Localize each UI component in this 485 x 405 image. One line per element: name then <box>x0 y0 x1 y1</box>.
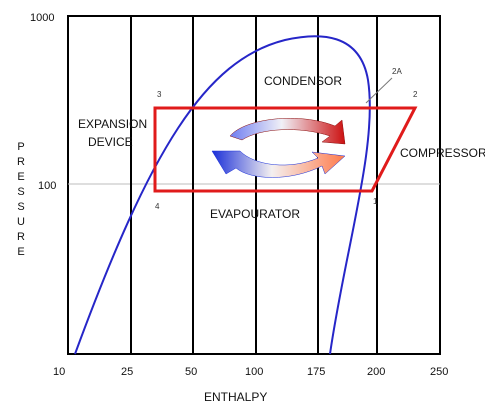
x-tick-200: 200 <box>367 366 385 378</box>
y-axis-letter: S <box>17 201 25 213</box>
cycle-arrows-icon <box>211 118 346 178</box>
y-axis-letter: R <box>17 156 25 168</box>
point-2a-leader <box>365 77 393 104</box>
x-tick-10: 10 <box>53 366 65 378</box>
point-2-label: 2 <box>413 90 418 99</box>
evaporator-label: EVAPOURATOR <box>210 207 300 221</box>
point-3-label: 3 <box>157 90 162 99</box>
x-tick-25: 25 <box>121 366 133 378</box>
refrigeration-cycle <box>153 106 418 193</box>
x-axis-label: ENTHALPY <box>204 390 267 404</box>
condensor-label: CONDENSOR <box>264 74 342 88</box>
y-axis-letter: E <box>17 246 25 258</box>
compressor-label: COMPRESSOR <box>400 146 485 160</box>
y-axis-letter: U <box>17 216 25 228</box>
point-4-label: 4 <box>155 202 160 211</box>
y-tick-100: 100 <box>38 180 56 192</box>
plot-frame <box>67 15 441 355</box>
y-axis-letter: P <box>17 141 25 153</box>
y-axis-letter: R <box>17 231 25 243</box>
y-tick-1000: 1000 <box>30 12 54 24</box>
y-axis-letter: S <box>17 186 25 198</box>
x-tick-50: 50 <box>185 366 197 378</box>
y-axis-letter: E <box>17 171 25 183</box>
x-tick-175: 175 <box>307 366 325 378</box>
device-label: DEVICE <box>88 135 133 149</box>
x-tick-250: 250 <box>430 366 448 378</box>
expansion-label: EXPANSION <box>78 117 147 131</box>
point-1-label: 1 <box>373 197 378 206</box>
x-tick-100: 100 <box>245 366 263 378</box>
saturation-dome <box>74 35 371 355</box>
point-2a-label: 2A <box>392 67 402 76</box>
